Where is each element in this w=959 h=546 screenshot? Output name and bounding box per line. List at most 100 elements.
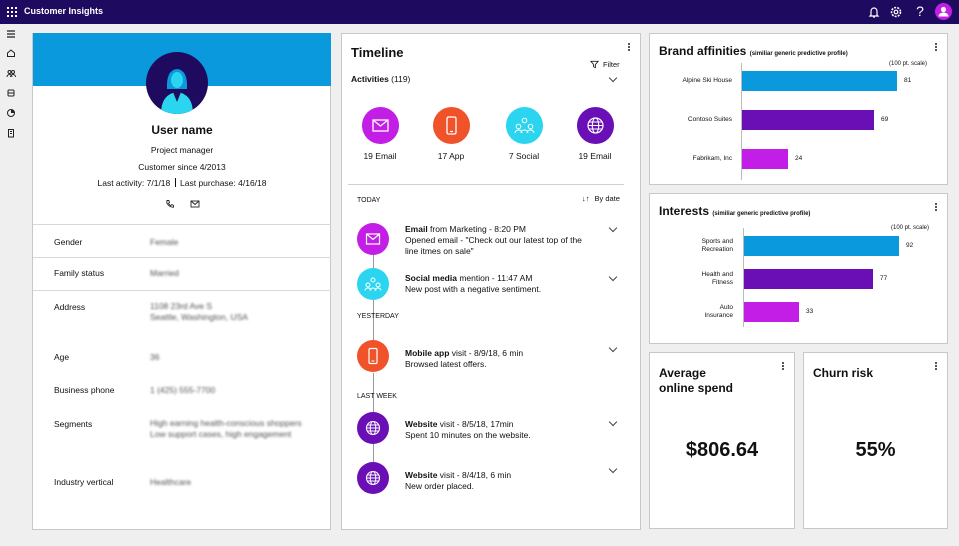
spend-title-line-2: online spend — [659, 381, 734, 395]
social-icon — [514, 117, 535, 134]
last-activity: Last activity: 7/1/18 — [97, 178, 171, 188]
brand-scale-note: (100 pt. scale) — [889, 61, 928, 67]
app-category-icon[interactable] — [433, 107, 470, 144]
separator — [33, 257, 331, 258]
customer-since: Customer since 4/2013 — [138, 162, 226, 172]
event-title[interactable]: Social media mention - 11:47 AM — [405, 273, 532, 283]
bar[interactable] — [744, 269, 873, 289]
chevron-down-icon[interactable] — [608, 417, 618, 427]
person-icon — [161, 69, 193, 114]
field-label-segments: Segments — [54, 419, 93, 429]
sort-by-date-button[interactable]: ↓↑ By date — [582, 194, 620, 203]
bar-value-label: 24 — [795, 155, 803, 162]
spend-value: $806.64 — [685, 439, 759, 461]
user-avatar-icon[interactable] — [935, 3, 952, 20]
activities-header[interactable]: Activities (119) — [351, 74, 410, 84]
event-description: Opened email - "Check out our latest top… — [405, 235, 582, 256]
building-icon[interactable] — [6, 128, 16, 138]
bar[interactable] — [742, 71, 897, 91]
profile-name: User name — [151, 123, 213, 137]
event-title[interactable]: Mobile app visit - 8/9/18, 6 min — [405, 348, 523, 358]
separator — [33, 224, 331, 225]
chevron-down-icon[interactable] — [608, 343, 618, 353]
category-label-app: 17 App — [437, 151, 465, 161]
event-title[interactable]: Website visit - 8/5/18, 17min — [405, 419, 514, 429]
bell-icon[interactable] — [866, 4, 882, 20]
brand-title-text: Brand affinities — [659, 44, 747, 58]
profile-avatar — [146, 52, 208, 114]
section-today: TODAY — [357, 197, 381, 204]
separator — [348, 184, 624, 185]
interests-scale-note: (100 pt. scale) — [891, 225, 930, 231]
bar[interactable] — [742, 149, 788, 169]
event-title[interactable]: Email from Marketing - 8:20 PM — [405, 224, 526, 234]
field-label-address: Address — [54, 302, 86, 312]
average-online-spend-card: Average online spend $806.64 — [649, 352, 795, 529]
interests-subtitle: (similiar generic predictive profile) — [712, 211, 811, 217]
help-icon[interactable]: ? — [916, 3, 924, 19]
people-icon[interactable] — [6, 68, 16, 78]
field-value-address: 1108 23rd Ave S Seattle, Washington, USA — [150, 301, 248, 323]
segments-icon[interactable] — [6, 108, 16, 118]
event-description: Spent 10 minutes on the website. — [405, 430, 531, 440]
bar[interactable] — [744, 236, 899, 256]
email-icon — [365, 233, 381, 245]
address-line-2: Seattle, Washington, USA — [150, 312, 248, 322]
bar[interactable] — [744, 302, 799, 322]
left-nav — [0, 24, 22, 546]
home-icon[interactable] — [6, 48, 16, 58]
chevron-down-icon[interactable] — [608, 272, 618, 282]
bar-category-label: Fabrikam, Inc — [692, 155, 732, 162]
phone-icon[interactable] — [165, 199, 175, 209]
mobile-app-icon — [368, 347, 378, 365]
social-category-icon[interactable] — [506, 107, 543, 144]
social-icon — [364, 277, 382, 291]
bar-category-label: Contoso Suites — [687, 116, 732, 123]
more-options-icon[interactable] — [935, 362, 938, 371]
activities-count: (119) — [391, 74, 411, 84]
interests-title-text: Interests — [659, 204, 710, 218]
mail-icon[interactable] — [190, 200, 200, 208]
web-category-icon[interactable] — [577, 107, 614, 144]
hamburger-icon[interactable] — [6, 29, 16, 39]
more-options-icon[interactable] — [935, 43, 938, 52]
gear-icon[interactable] — [888, 4, 904, 20]
chevron-down-icon[interactable] — [608, 223, 618, 233]
more-options-icon[interactable] — [782, 362, 785, 371]
bar-category-label: Sports and Recreation — [701, 238, 733, 253]
event-type: Mobile app — [405, 348, 450, 358]
database-icon[interactable] — [6, 88, 16, 98]
profile-job-title: Project manager — [150, 145, 214, 155]
chevron-down-icon[interactable] — [608, 73, 618, 83]
waffle-icon[interactable] — [7, 7, 17, 17]
chart-axis — [743, 228, 744, 327]
category-label-email-2: 19 Email — [578, 151, 612, 161]
chevron-down-icon[interactable] — [608, 464, 618, 474]
address-line-1: 1108 23rd Ave S — [150, 301, 213, 311]
more-options-icon[interactable] — [628, 43, 631, 52]
event-detail: mention - 11:47 AM — [456, 273, 533, 283]
timeline-connector — [373, 300, 374, 340]
field-value-family-status: Married — [150, 268, 179, 278]
event-description: New order placed. — [405, 481, 474, 491]
globe-icon — [365, 420, 381, 436]
separator — [33, 290, 331, 291]
timeline-card: Timeline Filter Activities (119) 19 Emai… — [341, 33, 641, 530]
email-category-icon[interactable] — [362, 107, 399, 144]
mobile-app-icon — [446, 116, 457, 135]
event-social-icon — [357, 268, 389, 300]
interests-title: Interests (similiar generic predictive p… — [659, 204, 810, 218]
event-description: Browsed latest offers. — [405, 359, 487, 369]
event-type: Social media — [405, 273, 457, 283]
sort-icon: ↓↑ — [582, 194, 590, 203]
spend-title: Average online spend — [659, 366, 733, 396]
field-label-gender: Gender — [54, 237, 83, 247]
bar[interactable] — [742, 110, 874, 130]
event-title[interactable]: Website visit - 8/4/18, 6 min — [405, 470, 511, 480]
more-options-icon[interactable] — [935, 203, 938, 212]
bar-category-label: Alpine Ski House — [682, 77, 733, 84]
brand-affinities-card: Brand affinities (similiar generic predi… — [649, 33, 948, 185]
filter-button[interactable]: Filter — [589, 60, 620, 69]
timeline-connector — [373, 373, 374, 412]
event-description: New post with a negative sentiment. — [405, 284, 542, 294]
